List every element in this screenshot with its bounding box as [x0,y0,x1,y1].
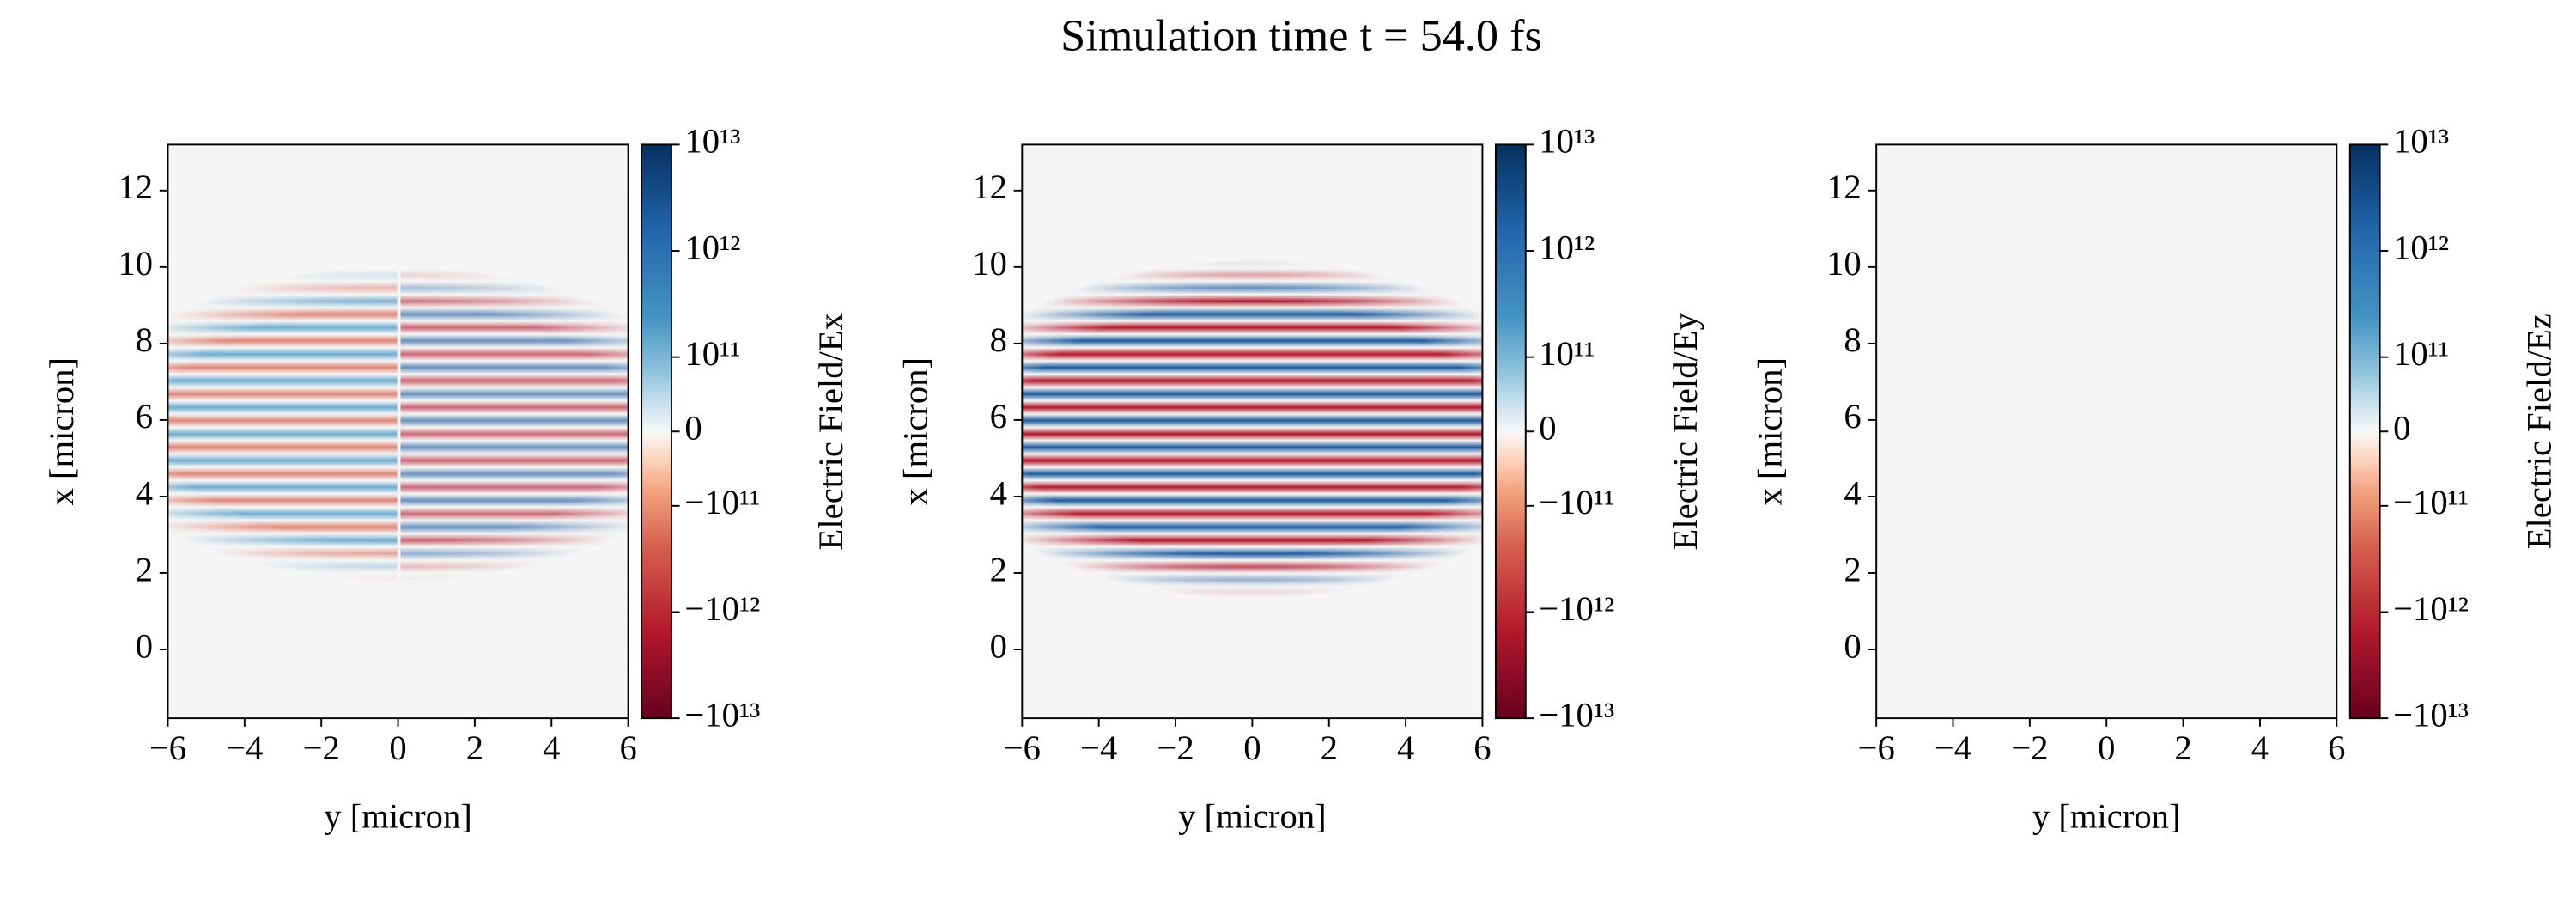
x-tick-label: 6 [1473,728,1491,767]
x-tick-label: 4 [543,728,560,767]
colorbar-tick-label: −10¹³ [684,695,760,734]
x-tick-label: −4 [1935,728,1971,767]
y-axis-label: x [micron] [1750,357,1789,506]
y-tick-label: 8 [136,320,153,359]
field-stripes [400,249,629,599]
x-tick-label: 0 [1243,728,1261,767]
x-axis-label: y [micron] [1178,797,1327,836]
x-tick-label: −2 [1157,728,1194,767]
colorbar-label: Electric Field/Ey [1666,312,1704,550]
y-tick-label: 0 [990,626,1007,665]
colorbar-tick-label: 0 [1539,409,1556,448]
colorbar-tick-label: 10¹¹ [684,334,740,373]
y-tick-label: 2 [136,550,153,588]
colorbar-label: Electric Field/Ez [2520,314,2559,549]
y-tick-label: 6 [990,397,1007,436]
colorbar-tick-label: 0 [684,409,702,448]
colorbar-tick-label: 10¹¹ [2393,334,2449,373]
x-axis-label: y [micron] [324,797,472,836]
x-tick-label: 0 [2098,728,2115,767]
x-tick-label: −6 [149,728,186,767]
colorbar-tick-label: −10¹² [1539,589,1614,628]
y-axis-label: x [micron] [42,357,81,506]
x-tick-label: −6 [1858,728,1895,767]
x-tick-label: 6 [619,728,636,767]
field-background [1876,144,2337,719]
y-tick-label: 10 [972,244,1007,283]
x-tick-label: −4 [226,728,263,767]
x-tick-label: 6 [2328,728,2345,767]
x-tick-label: 2 [2174,728,2191,767]
colorbar [1494,143,1527,720]
colorbar-tick-label: 10¹³ [1539,122,1595,161]
y-tick-label: 10 [1826,244,1862,283]
colorbar-tick-label: 10¹² [2393,228,2449,266]
colorbar-tick-label: 10¹³ [2393,122,2449,161]
y-tick-label: 0 [136,626,153,665]
x-tick-label: −2 [303,728,340,767]
x-tick-label: 2 [466,728,483,767]
x-tick-label: 2 [1321,728,1338,767]
x-tick-label: −2 [2011,728,2048,767]
colorbar-label: Electric Field/Ex [811,313,850,550]
colorbar-tick-label: −10¹² [684,589,760,628]
y-tick-label: 2 [1844,550,1861,588]
x-tick-label: −4 [1080,728,1117,767]
y-tick-label: 12 [972,168,1007,206]
x-axis-label: y [micron] [2032,797,2181,836]
colorbar-tick-label: 0 [2393,409,2410,448]
x-tick-label: −6 [1004,728,1041,767]
colorbar-tick-label: −10¹³ [1539,695,1614,734]
y-tick-label: 10 [118,244,153,283]
field-ex [167,249,629,599]
y-tick-label: 4 [990,473,1007,512]
colorbar [641,143,672,720]
colorbar-tick-label: 10¹³ [684,122,740,161]
colorbar-tick-label: 10¹² [1539,228,1595,266]
colorbar-tick-label: −10¹² [2393,589,2469,628]
y-tick-label: 6 [136,397,153,436]
y-tick-label: 12 [1826,168,1862,206]
colorbar [2348,143,2381,720]
x-tick-label: 4 [1397,728,1414,767]
y-axis-label: x [micron] [896,357,935,506]
colorbar-tick-label: 10¹¹ [1539,334,1595,373]
x-tick-label: 4 [2251,728,2269,767]
y-tick-label: 4 [136,473,153,512]
colorbar-tick-label: −10¹¹ [1539,483,1614,521]
colorbar-tick-label: −10¹³ [2393,695,2469,734]
field-images [167,144,2337,719]
y-tick-label: 8 [990,320,1007,359]
field-stripes [167,249,398,599]
y-tick-label: 2 [990,550,1007,588]
field-stripes [1022,249,1483,607]
y-tick-label: 4 [1844,473,1861,512]
y-tick-label: 0 [1844,626,1861,665]
colorbar-tick-label: 10¹² [684,228,740,266]
y-tick-label: 12 [118,168,153,206]
x-tick-label: 0 [389,728,406,767]
y-tick-label: 8 [1844,320,1861,359]
y-tick-label: 6 [1844,397,1861,436]
colorbar-tick-label: −10¹¹ [2393,483,2469,521]
colorbar-tick-label: −10¹¹ [684,483,760,521]
figure-title: Simulation time t = 54.0 fs [1060,10,1542,60]
field-ey [1022,249,1483,607]
